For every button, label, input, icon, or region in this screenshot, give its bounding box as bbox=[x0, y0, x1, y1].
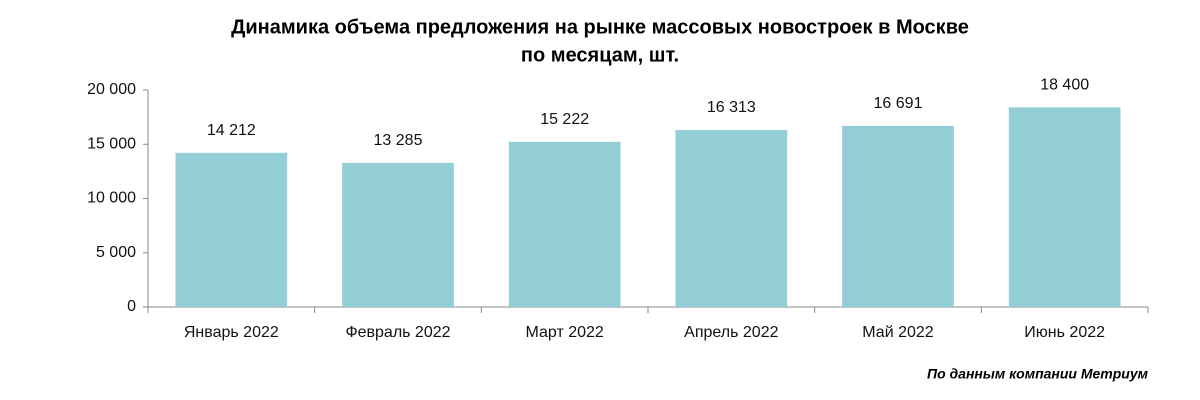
bar bbox=[1008, 107, 1121, 307]
bar bbox=[342, 162, 454, 307]
x-tick-label: Июнь 2022 bbox=[1024, 324, 1105, 341]
bar bbox=[842, 125, 954, 307]
y-tick-label: 0 bbox=[127, 298, 136, 315]
data-label: 18 400 bbox=[1040, 77, 1089, 94]
bar bbox=[508, 141, 621, 307]
x-tick-label: Апрель 2022 bbox=[684, 324, 778, 341]
data-label: 14 212 bbox=[207, 122, 256, 139]
x-tick-label: Май 2022 bbox=[862, 324, 933, 341]
data-label: 16 313 bbox=[707, 99, 756, 116]
data-label: 16 691 bbox=[874, 95, 923, 112]
chart-title: по месяцам, шт. bbox=[521, 44, 679, 66]
source-note: По данным компании Метриум bbox=[927, 366, 1149, 382]
x-tick-label: Март 2022 bbox=[526, 324, 604, 341]
x-tick-label: Февраль 2022 bbox=[345, 324, 450, 341]
bar bbox=[175, 152, 288, 307]
data-label: 13 285 bbox=[374, 132, 423, 149]
y-tick-label: 20 000 bbox=[87, 81, 136, 98]
y-tick-label: 5 000 bbox=[96, 244, 136, 261]
y-tick-label: 10 000 bbox=[87, 190, 136, 207]
x-tick-label: Январь 2022 bbox=[184, 324, 279, 341]
chart-title: Динамика объема предложения на рынке мас… bbox=[231, 16, 969, 38]
y-tick-label: 15 000 bbox=[87, 135, 136, 152]
bar bbox=[675, 130, 788, 307]
data-label: 15 222 bbox=[540, 111, 589, 128]
